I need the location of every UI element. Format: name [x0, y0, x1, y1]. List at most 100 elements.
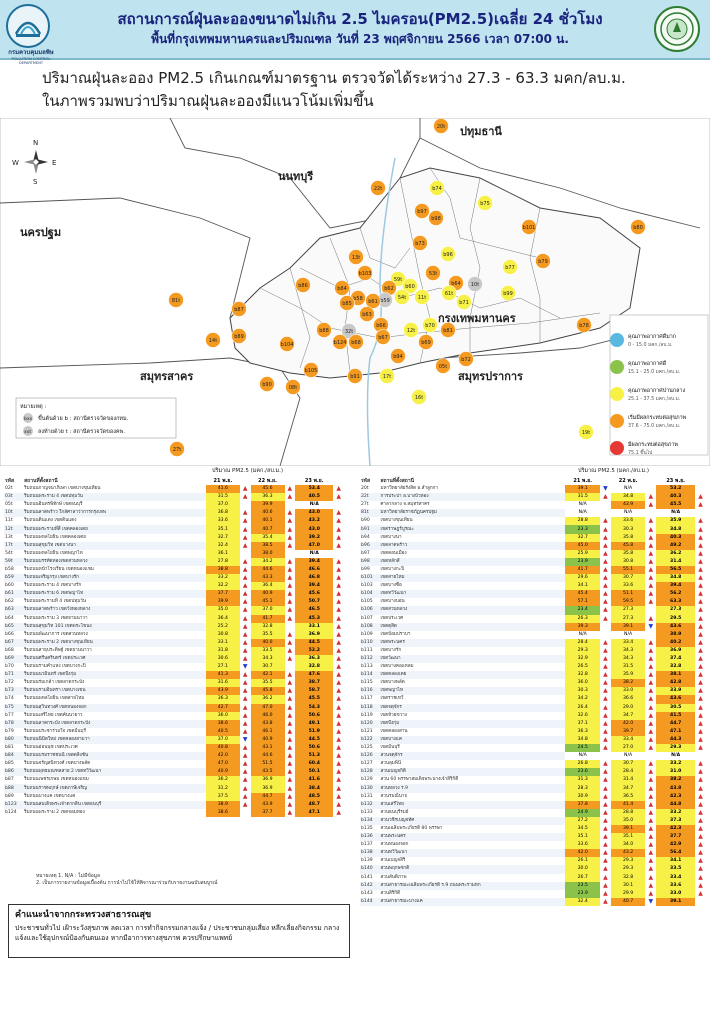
- value-23-nov: 36.2: [656, 549, 696, 558]
- trend-arrow-icon: ▲: [603, 565, 608, 573]
- value-21-nov: 39.1: [565, 485, 601, 494]
- col-d23: 23 พ.ย.: [666, 477, 686, 484]
- trend-arrow-icon: ▲: [603, 833, 608, 841]
- station-name: ริมถนนดินแดง เขตดินแดง: [24, 518, 77, 524]
- value-21-nov: 23.4: [565, 606, 601, 615]
- station-code: b108: [360, 622, 380, 631]
- value-21-nov: 40.5: [205, 727, 240, 736]
- trend-arrow-icon: ▲: [336, 808, 341, 816]
- station-name: สวนสันติภาพ: [380, 874, 407, 880]
- trend-arrow-icon: ▲: [336, 622, 341, 630]
- station-marker: b68: [348, 334, 364, 350]
- trend-arrow-icon: ▲: [603, 824, 608, 832]
- table-row: b60 ริมถนนพระราม 4 เขตบางรัก 32.2 ▲ 36.4 ▲ 39.…: [4, 582, 344, 591]
- trend-arrow-icon: ▲: [336, 509, 341, 517]
- right-table-unit-title: ปริมาณ PM2.5 (มคก./ลบ.ม.): [578, 468, 650, 474]
- station-marker: b88: [316, 322, 332, 338]
- station-marker: b63: [359, 306, 375, 322]
- trend-arrow-icon: ▲: [603, 841, 608, 849]
- trend-arrow-icon: ▲: [287, 638, 293, 646]
- value-23-nov: 42.3: [656, 824, 696, 834]
- trend-arrow-icon: ▲: [698, 816, 703, 824]
- trend-arrow-icon: ▲: [242, 614, 248, 622]
- table-row: b140 สวนพฤกษชาติ 30.0 ▲ 29.3 ▲ 33.5 ▲: [360, 865, 706, 874]
- station-code: 03t: [4, 493, 24, 502]
- station-marker: b77: [502, 259, 518, 275]
- station-label: b60: [405, 284, 415, 290]
- value-21-nov: 42.7: [205, 703, 240, 712]
- station-label: 81t: [172, 298, 180, 304]
- value-21-nov: 36.0: [205, 711, 240, 720]
- trend-arrow-icon: ▲: [336, 784, 341, 792]
- value-22-nov: N/A: [610, 509, 646, 518]
- trend-arrow-icon: ▲: [242, 703, 248, 711]
- value-21-nov: 23.6: [565, 768, 601, 777]
- value-21-nov: 57.1: [565, 598, 601, 607]
- value-22-nov: 35.1: [610, 833, 646, 842]
- value-22-nov: 37.7: [250, 808, 285, 817]
- value-21-nov: 30.9: [565, 792, 601, 801]
- station-label: 10t: [471, 282, 479, 288]
- trend-arrow-icon: ▲: [698, 557, 703, 565]
- value-22-nov: 45.8: [610, 541, 646, 550]
- station-code: b112: [360, 654, 380, 664]
- legend-swatch: [610, 414, 624, 428]
- station-dot: [414, 289, 430, 305]
- trend-arrow-icon: ▲: [603, 800, 608, 808]
- station-name: ริมถนนพระราม 2 เขตจอมทอง: [24, 809, 85, 815]
- trend-arrow-icon: ▲: [648, 557, 654, 565]
- value-22-nov: 43.9: [610, 501, 646, 510]
- station-label: b97: [417, 209, 427, 215]
- value-21-nov: 23.3: [565, 525, 601, 534]
- value-23-nov: N/A: [295, 549, 334, 558]
- station-code: b103: [361, 583, 373, 589]
- value-22-nov: 38.5: [250, 541, 285, 550]
- station-code: b79: [5, 728, 14, 734]
- trend-arrow-icon: ▲: [242, 509, 248, 517]
- station-name: สวนหลวง ร.9: [379, 784, 566, 793]
- trend-arrow-icon: ▲: [648, 501, 654, 509]
- station-code: b61: [4, 590, 24, 599]
- station-marker: b67: [375, 329, 391, 345]
- trend-arrow-icon: ▲: [698, 873, 703, 881]
- trend-arrow-icon: ▲: [648, 574, 654, 582]
- trend-arrow-icon: ▲: [336, 735, 341, 743]
- station-name: สวนพฤกษชาติ: [379, 865, 566, 874]
- trend-arrow-icon: [645, 606, 656, 614]
- station-label: 05t: [439, 364, 447, 370]
- value-21-nov: 31.8: [205, 646, 240, 655]
- station-dot: [411, 389, 427, 405]
- trend-arrow-icon: [695, 485, 706, 493]
- trend-arrow-icon: ▲: [336, 800, 341, 808]
- value-21-nov: 26.3: [565, 614, 601, 623]
- station-name: ริมถนนลาดกระบัง เขตลาดกระบัง: [23, 719, 206, 728]
- station-name: ริมถนนอ่อนนุช เขตประเวศ: [24, 745, 78, 751]
- trend-arrow-icon: ▲: [648, 655, 654, 663]
- trend-arrow-icon: ▲: [336, 703, 341, 711]
- trend-arrow-icon: ▲: [603, 703, 608, 711]
- station-marker: b103: [357, 265, 373, 281]
- station-label: 08t: [289, 385, 297, 391]
- value-23-nov: 38.9: [656, 630, 696, 639]
- summary-line-2: ในภาพรวมพบว่าปริมาณฝุ่นละอองมีแนวโน้มเพิ…: [42, 92, 374, 110]
- table-row: b143 สวนสิริกิติ์ 23.9 ▲ 29.9 ▲ 33.0 ▲: [360, 889, 706, 898]
- station-name: เขตหลักสี่: [379, 557, 566, 566]
- value-21-nov: 36.8: [205, 509, 240, 518]
- station-name: ริมถนนพระราม 2 เขตบางขุนเทียน: [23, 638, 206, 647]
- value-23-nov: 47.1: [656, 727, 696, 736]
- trend-arrow-icon: ▲: [336, 695, 341, 703]
- trend-arrow-icon: ▲: [336, 517, 341, 525]
- value-22-nov: 43.9: [250, 800, 285, 809]
- value-22-nov: 35.5: [250, 630, 285, 639]
- station-name: เขตบางนา: [380, 534, 402, 540]
- station-code: b133: [361, 809, 373, 815]
- station-dot: [435, 358, 451, 374]
- trend-arrow-icon: ▲: [287, 557, 293, 565]
- trend-arrow-icon: ▼: [648, 622, 654, 630]
- trend-arrow-icon: ▲: [698, 646, 703, 654]
- table-row: b85 ริมถนนจรัญสนิทวงศ์ เขตบางพลัด 47.0 ▲ 51.…: [4, 760, 344, 769]
- trend-arrow-icon: ▲: [287, 784, 293, 792]
- trend-arrow-icon: ▲: [242, 493, 248, 501]
- station-code: b139: [361, 858, 373, 864]
- trend-arrow-icon: ▲: [603, 816, 608, 824]
